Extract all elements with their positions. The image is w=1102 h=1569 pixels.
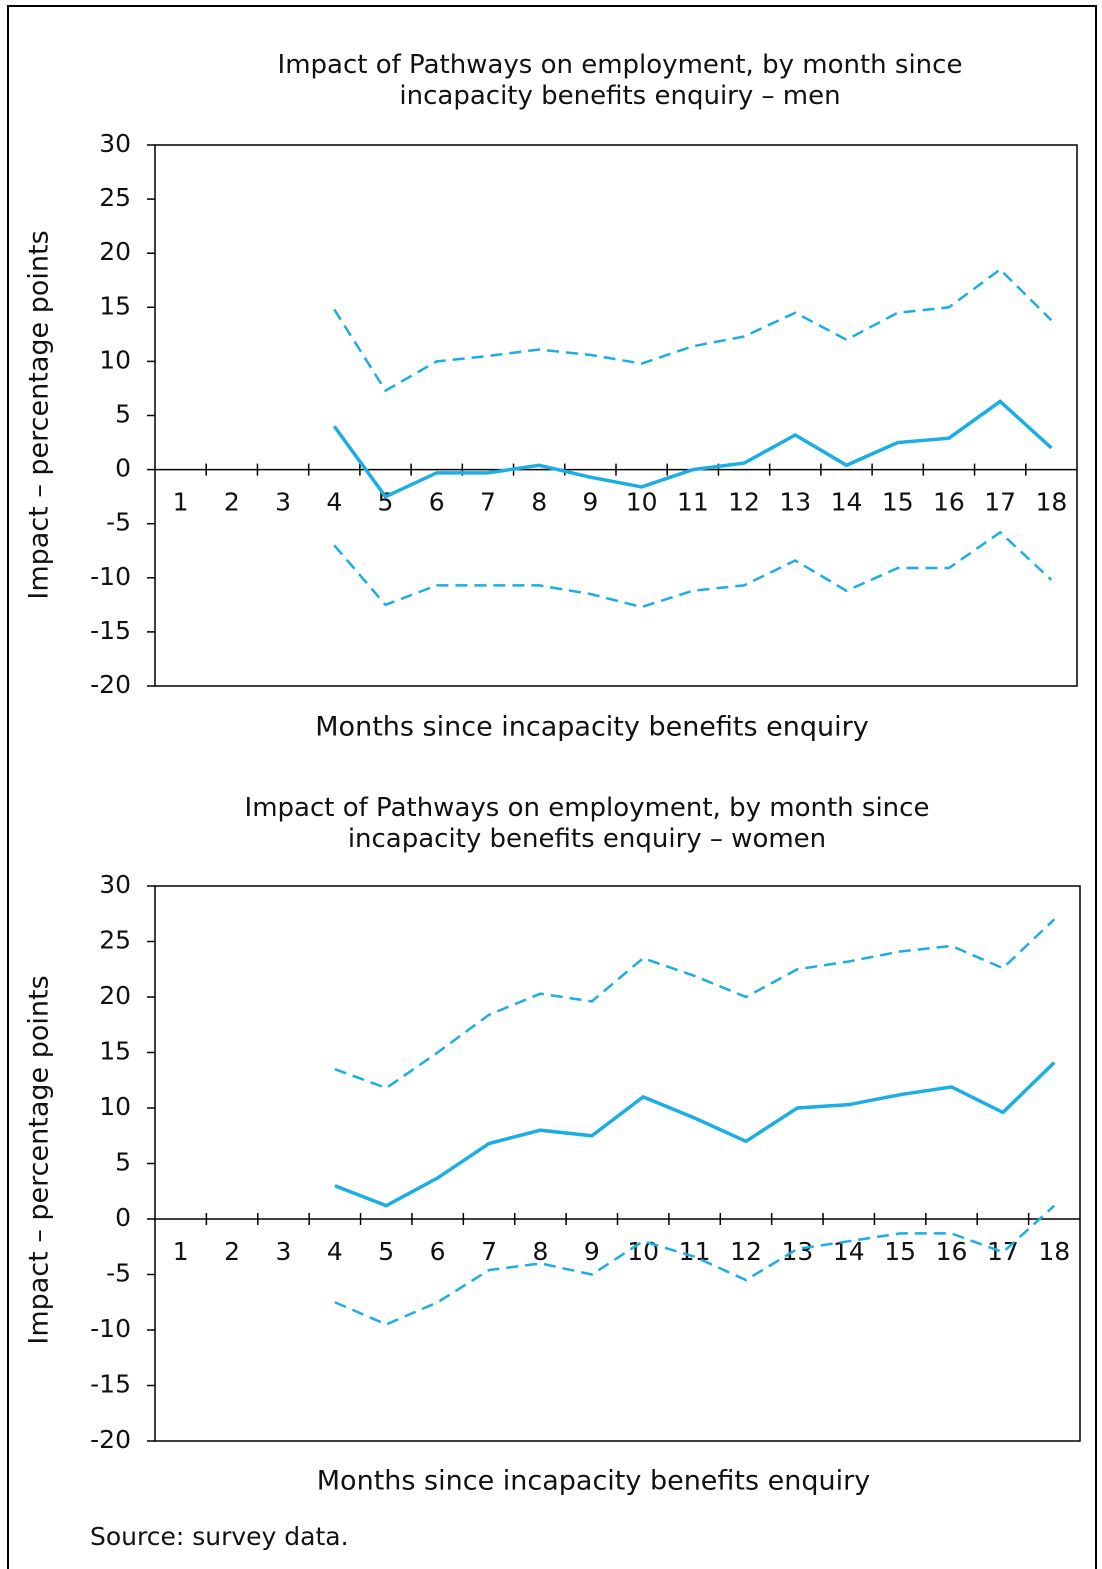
y-tick-label: -20 [90,670,131,699]
x-tick-label: 1 [173,488,189,517]
y-tick-label: 5 [115,1148,131,1177]
y-tick-label: -5 [106,508,131,537]
x-tick-label: 18 [1038,1237,1070,1266]
x-tick-label: 3 [275,488,291,517]
y-tick-label: -10 [90,1314,131,1343]
y-axis-label: Impact – percentage points [24,975,55,1344]
y-tick-label: -20 [90,1425,131,1454]
x-tick-label: 17 [984,488,1016,517]
x-tick-label: 16 [933,488,965,517]
x-tick-label: 15 [882,488,914,517]
x-tick-label: 9 [582,488,598,517]
y-tick-label: 20 [99,981,131,1010]
plot-frame [154,144,1078,687]
y-tick-label: 25 [99,926,131,955]
chart-title: Impact of Pathways on employment, by mon… [244,793,930,854]
x-tick-label: 13 [779,488,811,517]
x-axis-label: Months since incapacity benefits enquiry [317,1466,870,1497]
y-tick-label: -15 [90,1370,131,1399]
x-tick-label: 6 [429,488,445,517]
y-tick-label: 15 [99,1037,131,1066]
x-tick-label: 10 [626,488,658,517]
x-tick-label: 14 [831,488,863,517]
x-tick-label: 16 [936,1237,968,1266]
x-tick-label: 17 [987,1237,1019,1266]
y-tick-label: -10 [90,562,131,591]
series-line [334,918,1056,1090]
y-tick-label: 0 [115,454,131,483]
x-axis-label: Months since incapacity benefits enquiry [315,712,868,743]
y-tick-label: 20 [99,237,131,266]
series-line [333,267,1053,393]
x-tick-label: 3 [276,1237,292,1266]
y-tick-label: 15 [99,291,131,320]
series-line [334,1061,1056,1208]
y-tick-label: 10 [99,345,131,374]
x-tick-label: 6 [430,1237,446,1266]
y-tick-label: 10 [99,1092,131,1121]
y-tick-label: 30 [99,129,131,158]
x-tick-label: 4 [327,1237,343,1266]
y-tick-label: 25 [99,183,131,212]
frame [7,5,1097,1569]
series-line [334,1204,1056,1326]
x-tick-label: 2 [224,488,240,517]
chart-title: Impact of Pathways on employment, by mon… [277,50,963,111]
y-tick-label: -15 [90,616,131,645]
source-note: Source: survey data. [90,1522,349,1551]
y-tick-label: 30 [99,870,131,899]
x-tick-label: 2 [224,1237,240,1266]
x-tick-label: 11 [677,488,709,517]
series-line [333,530,1053,609]
x-tick-label: 10 [627,1237,659,1266]
x-tick-label: 13 [781,1237,813,1266]
x-tick-label: 7 [480,488,496,517]
y-tick-label: -5 [106,1259,131,1288]
x-tick-label: 1 [173,1237,189,1266]
y-axis-label: Impact – percentage points [24,230,55,599]
x-tick-label: 8 [531,488,547,517]
x-tick-label: 9 [584,1237,600,1266]
x-tick-label: 15 [884,1237,916,1266]
series-line [332,399,1053,499]
x-tick-label: 18 [1035,488,1067,517]
x-tick-label: 4 [326,488,342,517]
x-tick-label: 12 [728,488,760,517]
y-tick-label: 5 [115,400,131,429]
x-tick-label: 5 [378,1237,394,1266]
plot-frame [154,885,1081,1442]
x-tick-label: 7 [481,1237,497,1266]
y-tick-label: 0 [115,1203,131,1232]
x-tick-label: 12 [730,1237,762,1266]
x-tick-label: 8 [532,1237,548,1266]
